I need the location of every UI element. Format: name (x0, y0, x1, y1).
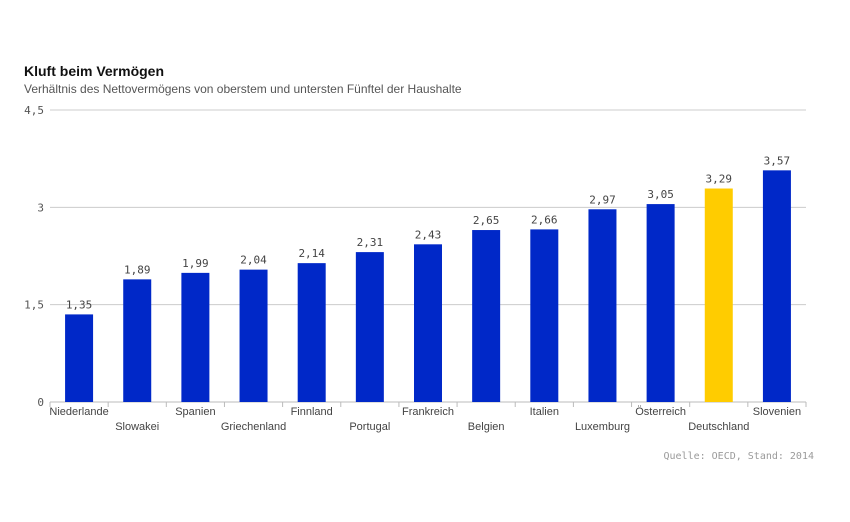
bar (123, 279, 152, 402)
bar (414, 244, 442, 402)
bar (530, 229, 559, 402)
value-label: 2,66 (531, 213, 558, 226)
category-label: Finnland (291, 406, 333, 418)
value-label: 1,35 (66, 298, 93, 311)
category-label: Belgien (468, 421, 505, 433)
category-label: Deutschland (688, 421, 749, 433)
category-label: Portugal (349, 421, 390, 433)
bar (297, 263, 326, 402)
category-label: Griechenland (221, 421, 286, 433)
category-label: Niederlande (49, 406, 108, 418)
bar (704, 188, 733, 402)
category-label: Slowakei (115, 421, 159, 433)
value-label: 2,97 (589, 193, 616, 206)
value-label: 2,14 (298, 247, 325, 260)
y-tick-label: 4,5 (24, 104, 44, 117)
value-label: 2,65 (473, 214, 500, 227)
category-label: Italien (530, 406, 559, 418)
category-label: Frankreich (402, 406, 454, 418)
bar (646, 204, 675, 402)
value-label: 2,04 (240, 254, 267, 267)
value-label: 1,99 (182, 257, 209, 270)
y-tick-label: 0 (37, 396, 44, 409)
category-label: Slovenien (753, 406, 801, 418)
bar (65, 314, 94, 402)
chart-subtitle: Verhältnis des Nettovermögens von oberst… (24, 82, 462, 96)
y-tick-label: 3 (37, 201, 44, 214)
bar (588, 209, 617, 402)
bar (472, 230, 501, 402)
category-label: Spanien (175, 406, 215, 418)
category-label: Luxemburg (575, 421, 630, 433)
source-note: Quelle: OECD, Stand: 2014 (663, 451, 814, 462)
value-label: 3,57 (764, 154, 791, 167)
bar (762, 170, 791, 402)
y-tick-label: 1,5 (24, 299, 44, 312)
value-label: 2,31 (357, 236, 384, 249)
bar (181, 272, 210, 402)
value-label: 3,29 (706, 173, 733, 186)
value-label: 1,89 (124, 263, 151, 276)
bar (239, 269, 268, 402)
category-label: Österreich (635, 406, 686, 418)
value-label: 2,43 (415, 228, 442, 241)
bar (355, 252, 384, 402)
value-label: 3,05 (647, 188, 674, 201)
chart-title: Kluft beim Vermögen (24, 63, 165, 79)
